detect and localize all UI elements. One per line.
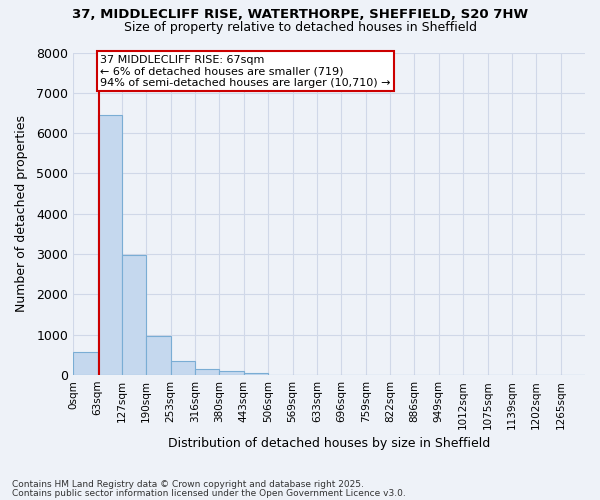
X-axis label: Distribution of detached houses by size in Sheffield: Distribution of detached houses by size … bbox=[168, 437, 490, 450]
Bar bbox=[73, 352, 98, 375]
Bar bbox=[244, 373, 268, 375]
Text: Contains public sector information licensed under the Open Government Licence v3: Contains public sector information licen… bbox=[12, 489, 406, 498]
Text: Size of property relative to detached houses in Sheffield: Size of property relative to detached ho… bbox=[124, 21, 476, 34]
Bar bbox=[122, 255, 146, 375]
Y-axis label: Number of detached properties: Number of detached properties bbox=[15, 116, 28, 312]
Bar bbox=[195, 369, 220, 375]
Text: 37, MIDDLECLIFF RISE, WATERTHORPE, SHEFFIELD, S20 7HW: 37, MIDDLECLIFF RISE, WATERTHORPE, SHEFF… bbox=[72, 8, 528, 20]
Text: 37 MIDDLECLIFF RISE: 67sqm
← 6% of detached houses are smaller (719)
94% of semi: 37 MIDDLECLIFF RISE: 67sqm ← 6% of detac… bbox=[100, 54, 391, 88]
Bar bbox=[98, 115, 122, 375]
Text: Contains HM Land Registry data © Crown copyright and database right 2025.: Contains HM Land Registry data © Crown c… bbox=[12, 480, 364, 489]
Bar bbox=[146, 336, 170, 375]
Bar bbox=[170, 360, 195, 375]
Bar bbox=[220, 372, 244, 375]
